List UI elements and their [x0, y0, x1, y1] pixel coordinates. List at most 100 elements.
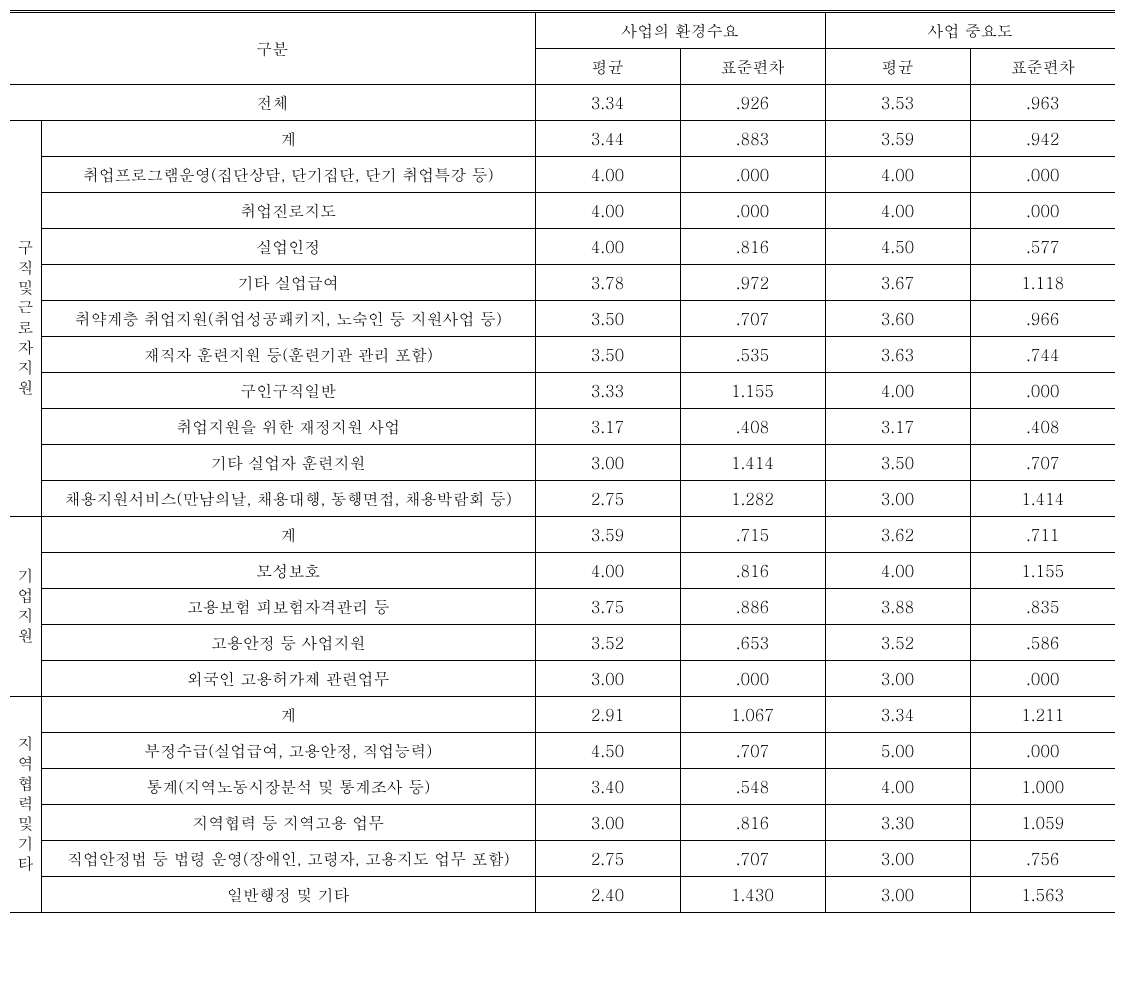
cell: 3.00 [535, 445, 680, 481]
cell: .715 [680, 517, 825, 553]
table-row: 구인구직일반 3.33 1.155 4.00 .000 [10, 373, 1115, 409]
cell: 3.50 [825, 445, 970, 481]
cell: .707 [680, 841, 825, 877]
row-label: 채용지원서비스(만남의날, 채용대행, 동행면접, 채용박람회 등) [42, 481, 536, 517]
cell: .972 [680, 265, 825, 301]
table-row: 직업안정법 등 법령 운영(장애인, 고령자, 고용지도 업무 포함) 2.75… [10, 841, 1115, 877]
row-label: 취업지원을 위한 재정지원 사업 [42, 409, 536, 445]
cell: 3.50 [535, 301, 680, 337]
table-row: 고용보험 피보험자격관리 등 3.75 .886 3.88 .835 [10, 589, 1115, 625]
header-std1: 표준편차 [680, 49, 825, 85]
cell: 2.40 [535, 877, 680, 913]
cell: 3.62 [825, 517, 970, 553]
cell: 2.75 [535, 841, 680, 877]
row-label: 계 [42, 121, 536, 157]
row-label: 통계(지역노동시장분석 및 통계조사 등) [42, 769, 536, 805]
cell: .000 [680, 157, 825, 193]
table-row: 기업지원 계 3.59 .715 3.62 .711 [10, 517, 1115, 553]
row-label: 재직자 훈련지원 등(훈련기관 관리 포함) [42, 337, 536, 373]
total-std2: .963 [970, 85, 1115, 121]
cell: 3.34 [825, 697, 970, 733]
cell: .816 [680, 229, 825, 265]
cell: .000 [680, 193, 825, 229]
cell: .883 [680, 121, 825, 157]
row-label: 고용안정 등 사업지원 [42, 625, 536, 661]
cell: 4.00 [535, 229, 680, 265]
header-std2: 표준편차 [970, 49, 1115, 85]
section3-label: 지역협력및기타 [10, 697, 42, 913]
cell: 1.155 [680, 373, 825, 409]
row-label: 일반행정 및 기타 [42, 877, 536, 913]
cell: .816 [680, 553, 825, 589]
cell: .408 [970, 409, 1115, 445]
cell: 3.63 [825, 337, 970, 373]
cell: 1.414 [680, 445, 825, 481]
cell: 3.50 [535, 337, 680, 373]
cell: 1.211 [970, 697, 1115, 733]
cell: 4.50 [535, 733, 680, 769]
section1-label: 구직및근로자지원 [10, 121, 42, 517]
cell: .577 [970, 229, 1115, 265]
cell: .000 [680, 661, 825, 697]
row-label: 취업프로그램운영(집단상담, 단기집단, 단기 취업특강 등) [42, 157, 536, 193]
cell: .707 [970, 445, 1115, 481]
cell: 4.00 [825, 373, 970, 409]
header-group1: 사업의 환경수요 [535, 12, 825, 49]
cell: 3.59 [535, 517, 680, 553]
row-label: 기타 실업자 훈련지원 [42, 445, 536, 481]
cell: 3.00 [825, 841, 970, 877]
cell: 3.88 [825, 589, 970, 625]
cell: 4.00 [825, 769, 970, 805]
cell: 3.00 [535, 805, 680, 841]
row-label: 계 [42, 697, 536, 733]
table-row: 채용지원서비스(만남의날, 채용대행, 동행면접, 채용박람회 등) 2.75 … [10, 481, 1115, 517]
cell: .408 [680, 409, 825, 445]
table-row: 취업진로지도 4.00 .000 4.00 .000 [10, 193, 1115, 229]
cell: .966 [970, 301, 1115, 337]
cell: .756 [970, 841, 1115, 877]
cell: .816 [680, 805, 825, 841]
table-row: 고용안정 등 사업지원 3.52 .653 3.52 .586 [10, 625, 1115, 661]
cell: .535 [680, 337, 825, 373]
cell: 1.430 [680, 877, 825, 913]
cell: 3.30 [825, 805, 970, 841]
cell: 3.00 [535, 661, 680, 697]
table-row: 취업프로그램운영(집단상담, 단기집단, 단기 취업특강 등) 4.00 .00… [10, 157, 1115, 193]
cell: .000 [970, 661, 1115, 697]
cell: 3.59 [825, 121, 970, 157]
cell: 1.282 [680, 481, 825, 517]
cell: .711 [970, 517, 1115, 553]
cell: 1.000 [970, 769, 1115, 805]
cell: 4.00 [825, 193, 970, 229]
section2-label: 기업지원 [10, 517, 42, 697]
cell: 1.414 [970, 481, 1115, 517]
cell: 1.563 [970, 877, 1115, 913]
cell: 3.00 [825, 481, 970, 517]
row-label: 실업인정 [42, 229, 536, 265]
cell: .886 [680, 589, 825, 625]
row-label: 모성보호 [42, 553, 536, 589]
total-label: 전체 [10, 85, 535, 121]
cell: 3.17 [535, 409, 680, 445]
table-row: 통계(지역노동시장분석 및 통계조사 등) 3.40 .548 4.00 1.0… [10, 769, 1115, 805]
table-row: 구직및근로자지원 계 3.44 .883 3.59 .942 [10, 121, 1115, 157]
cell: 3.17 [825, 409, 970, 445]
cell: 3.67 [825, 265, 970, 301]
cell: 1.155 [970, 553, 1115, 589]
cell: 4.50 [825, 229, 970, 265]
cell: 1.059 [970, 805, 1115, 841]
total-mean2: 3.53 [825, 85, 970, 121]
row-label: 취약계층 취업지원(취업성공패키지, 노숙인 등 지원사업 등) [42, 301, 536, 337]
table-row: 기타 실업자 훈련지원 3.00 1.414 3.50 .707 [10, 445, 1115, 481]
cell: .942 [970, 121, 1115, 157]
cell: 4.00 [825, 553, 970, 589]
cell: 4.00 [535, 157, 680, 193]
total-row: 전체 3.34 .926 3.53 .963 [10, 85, 1115, 121]
cell: 4.00 [825, 157, 970, 193]
total-mean1: 3.34 [535, 85, 680, 121]
row-label: 외국인 고용허가제 관련업무 [42, 661, 536, 697]
cell: 2.91 [535, 697, 680, 733]
cell: .653 [680, 625, 825, 661]
table-row: 외국인 고용허가제 관련업무 3.00 .000 3.00 .000 [10, 661, 1115, 697]
table-row: 재직자 훈련지원 등(훈련기관 관리 포함) 3.50 .535 3.63 .7… [10, 337, 1115, 373]
